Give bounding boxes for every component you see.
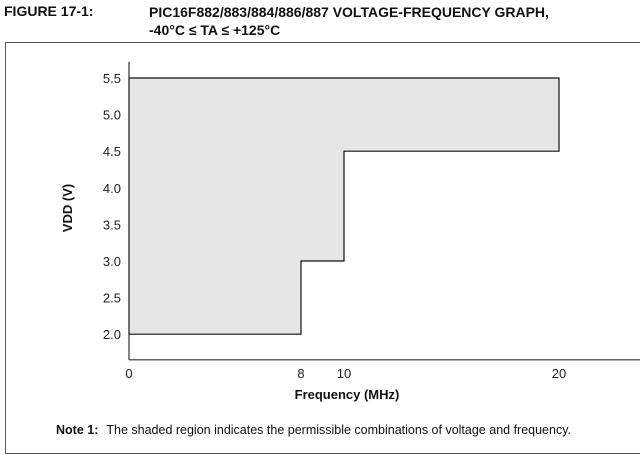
y-axis-label: VDD (V) bbox=[60, 184, 75, 232]
y-tick-label: 2.5 bbox=[103, 291, 121, 306]
figure-label: FIGURE 17-1: bbox=[4, 3, 94, 19]
note: Note 1: The shaded region indicates the p… bbox=[56, 423, 571, 437]
permissible-region bbox=[128, 77, 560, 335]
note-label: Note 1: bbox=[56, 423, 99, 437]
title-line-2: -40°C ≤ TA ≤ +125°C bbox=[149, 22, 281, 38]
x-tick-label: 20 bbox=[552, 366, 566, 381]
y-tick-label: 4.5 bbox=[103, 144, 121, 159]
y-tick-label: 4.0 bbox=[103, 181, 121, 196]
chart-title: PIC16F882/883/884/886/887 VOLTAGE-FREQUE… bbox=[149, 3, 549, 39]
x-axis-label: Frequency (MHz) bbox=[295, 387, 400, 402]
title-line-1: PIC16F882/883/884/886/887 VOLTAGE-FREQUE… bbox=[149, 4, 549, 20]
y-tick-label: 3.5 bbox=[103, 217, 121, 232]
y-tick-label: 5.5 bbox=[103, 71, 121, 86]
y-tick-label: 3.0 bbox=[103, 254, 121, 269]
note-text: The shaded region indicates the permissi… bbox=[106, 423, 572, 437]
y-tick-label: 2.0 bbox=[103, 327, 121, 342]
y-tick-label: 5.0 bbox=[103, 108, 121, 123]
figure-frame bbox=[5, 42, 640, 454]
x-tick-label: 10 bbox=[337, 366, 351, 381]
x-tick-label: 0 bbox=[125, 366, 132, 381]
x-tick-label: 8 bbox=[297, 366, 304, 381]
